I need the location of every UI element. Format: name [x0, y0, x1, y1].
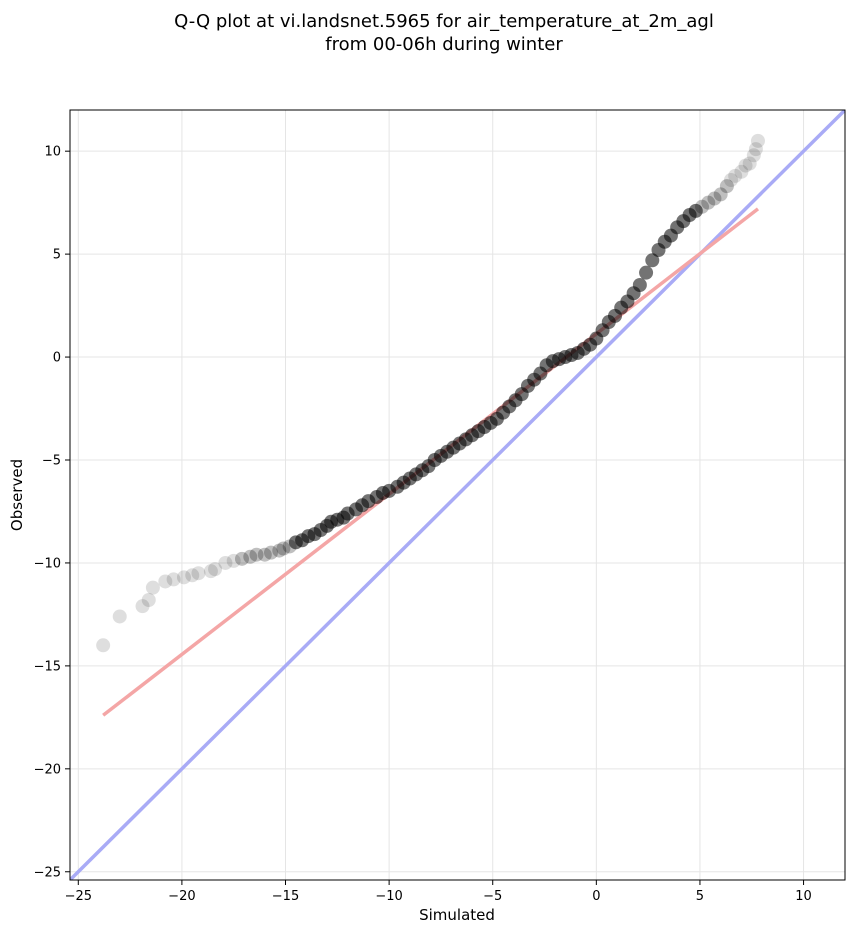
- x-tick-label: −15: [272, 889, 299, 904]
- identity-line: [70, 110, 845, 880]
- y-tick-label: −10: [34, 556, 61, 571]
- quantile-point: [234, 551, 249, 566]
- quantile-point: [724, 173, 739, 187]
- x-tick-label: −20: [168, 889, 195, 904]
- quantile-point: [750, 133, 765, 148]
- quantile-point: [243, 549, 258, 564]
- x-tick-label: 5: [696, 889, 704, 904]
- quantile-point: [218, 555, 233, 570]
- quantile-point: [141, 593, 156, 607]
- quantile-point: [748, 142, 763, 157]
- quantile-point: [701, 195, 716, 210]
- quantile-point: [264, 545, 279, 560]
- y-tick-label: 0: [53, 351, 61, 366]
- y-tick-label: −15: [34, 659, 61, 674]
- y-axis-label: Observed: [8, 459, 26, 531]
- quantile-point: [249, 547, 264, 562]
- quantile-point: [166, 572, 181, 587]
- chart-title-line-2: from 00-06h during winter: [325, 34, 563, 55]
- quantile-point: [728, 168, 743, 183]
- quantile-point: [645, 253, 660, 268]
- y-tick-label: 10: [44, 145, 61, 160]
- x-tick-label: −5: [483, 889, 502, 904]
- y-tick-label: 5: [53, 248, 61, 263]
- quantile-point: [276, 541, 291, 556]
- quantile-point: [734, 164, 749, 179]
- quantile-point: [257, 547, 272, 562]
- quantile-point: [719, 179, 734, 194]
- grid: [70, 110, 845, 880]
- reference-lines: [70, 110, 845, 880]
- quantile-point: [191, 566, 206, 581]
- quantile-point: [742, 156, 757, 171]
- quantile-point: [632, 278, 647, 292]
- quantile-point: [707, 191, 722, 206]
- x-tick-label: −10: [375, 889, 402, 904]
- quantile-point: [738, 158, 753, 173]
- quantile-point: [112, 609, 127, 624]
- quantile-points: [96, 133, 765, 653]
- x-tick-label: 10: [795, 889, 812, 904]
- quantile-point: [272, 543, 287, 558]
- quantile-point: [639, 265, 654, 280]
- x-tick-label: −25: [65, 889, 92, 904]
- quantile-point: [695, 199, 710, 214]
- quantile-point: [203, 564, 218, 579]
- plot-frame: [69, 109, 846, 881]
- quantile-point: [713, 187, 728, 202]
- quantile-point: [96, 638, 111, 653]
- y-tick-label: −5: [42, 454, 61, 469]
- quantile-point: [226, 553, 241, 568]
- x-axis-label: Simulated: [419, 906, 495, 924]
- x-axis-ticks: −25 −20 −15 −10 −5 0 5 10: [65, 880, 812, 904]
- quantile-point: [135, 599, 150, 614]
- y-axis-ticks: −25 −20 −15 −10 −5 0 5 10: [34, 145, 70, 880]
- y-tick-label: −20: [34, 762, 61, 777]
- x-tick-label: 0: [592, 889, 600, 904]
- chart-title-line-1: Q-Q plot at vi.landsnet.5965 for air_tem…: [174, 11, 714, 32]
- quantile-point: [145, 580, 160, 595]
- quantile-point: [208, 562, 223, 577]
- quantile-point: [158, 574, 173, 589]
- y-tick-label: −25: [34, 865, 61, 880]
- quantile-point: [746, 148, 761, 163]
- quantile-point: [176, 570, 191, 585]
- quantile-point: [185, 568, 200, 583]
- quantile-point: [688, 203, 703, 218]
